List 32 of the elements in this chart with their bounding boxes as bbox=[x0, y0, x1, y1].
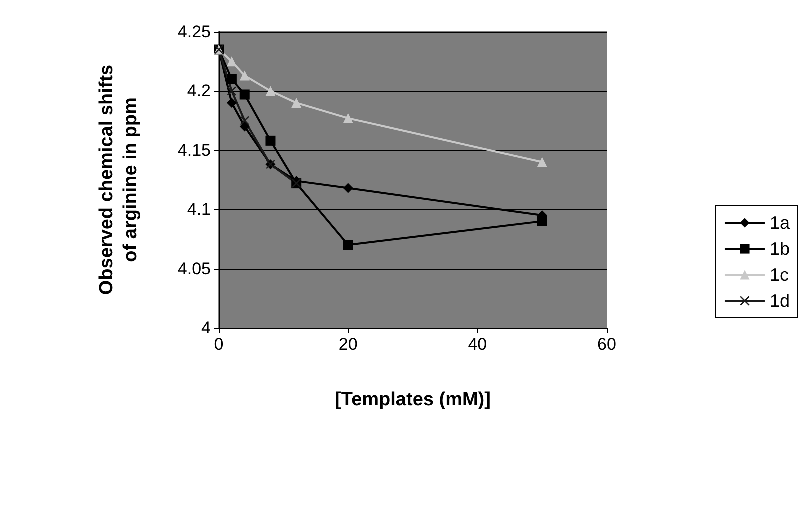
legend-label: 1c bbox=[770, 265, 789, 285]
y-tick-label: 4.25 bbox=[178, 22, 211, 42]
x-tick-label: 60 bbox=[598, 335, 616, 354]
point bbox=[226, 98, 237, 108]
point bbox=[266, 86, 276, 96]
x-axis-title: [Templates (mM)] bbox=[335, 390, 491, 410]
legend-label: 1a bbox=[770, 213, 791, 233]
y-tick-label: 4.2 bbox=[187, 82, 211, 101]
point bbox=[240, 116, 250, 126]
legend-label: 1b bbox=[770, 239, 790, 259]
point bbox=[266, 136, 276, 146]
point bbox=[292, 98, 302, 108]
y-tick-label: 4.15 bbox=[178, 140, 211, 160]
y-tick-label: 4.05 bbox=[178, 259, 211, 278]
point bbox=[537, 216, 548, 226]
y-axis-title: Observed chemical shifts of arginine in ppm bbox=[96, 64, 142, 296]
point bbox=[343, 240, 354, 250]
x-tick-label: 0 bbox=[214, 335, 224, 354]
point bbox=[240, 122, 250, 132]
legend-label: 1d bbox=[770, 291, 790, 311]
point bbox=[240, 70, 250, 81]
x-tick-label: 20 bbox=[338, 335, 358, 354]
point bbox=[226, 74, 237, 84]
point bbox=[537, 157, 548, 168]
y-tick-label: 4 bbox=[202, 318, 211, 338]
point bbox=[240, 90, 250, 100]
point bbox=[343, 183, 354, 194]
point bbox=[227, 86, 236, 96]
point bbox=[226, 56, 237, 67]
x-tick-label: 40 bbox=[468, 335, 488, 354]
y-tick-label: 4.1 bbox=[187, 200, 211, 220]
point bbox=[343, 113, 354, 124]
